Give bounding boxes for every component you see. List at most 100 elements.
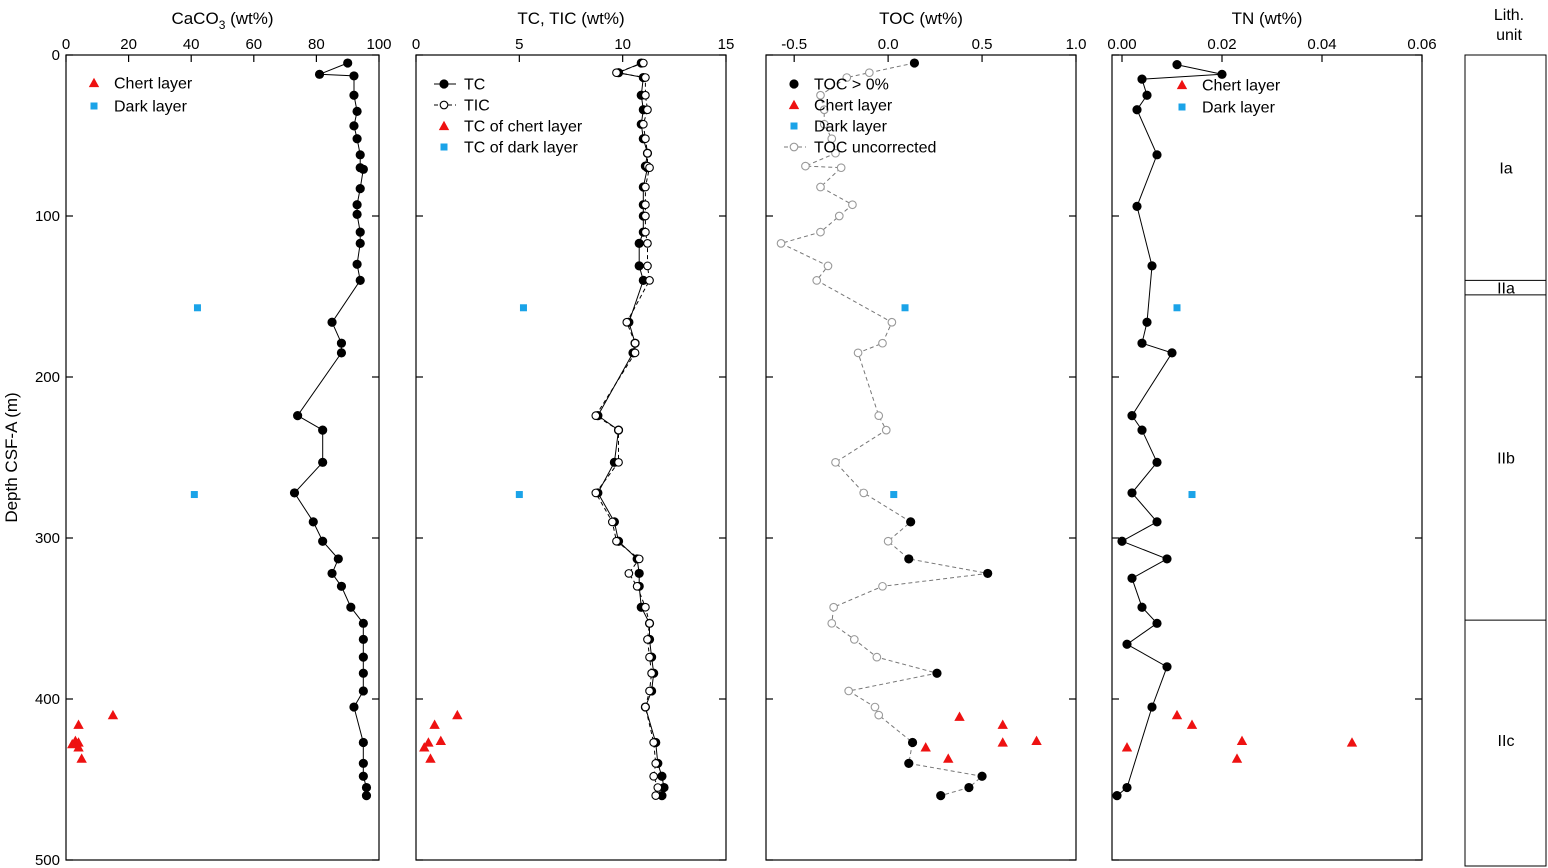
data-point [645, 652, 654, 662]
data-point [336, 338, 347, 348]
panel-caco3: 0 20 40 60 80 100 CaCO3 (wt%) Chert layer Dark l… [62, 9, 392, 861]
legend-label: TC [464, 77, 485, 94]
data-point [591, 411, 601, 420]
series-toc-0- [904, 58, 993, 801]
data-point [612, 68, 621, 78]
data-point [358, 686, 368, 696]
series-tic [591, 58, 663, 800]
data-point [358, 668, 368, 678]
y-tick-label: 200 [35, 369, 60, 386]
x-tick-label: 0 [62, 36, 70, 53]
data-point [435, 735, 446, 746]
data-point [425, 753, 436, 763]
x-tick-label: 100 [366, 36, 391, 53]
x-tick-label: 15 [718, 36, 735, 53]
panel-title: TN (wt%) [1232, 9, 1303, 28]
data-point [842, 73, 852, 82]
data-point [904, 758, 914, 769]
data-point [607, 517, 617, 527]
x-tick-label: 0.06 [1407, 36, 1436, 53]
legend-marker [790, 122, 798, 130]
data-point [641, 211, 650, 221]
data-point [355, 227, 365, 237]
data-point [1137, 602, 1147, 612]
data-point [1152, 618, 1162, 628]
data-point [651, 791, 661, 800]
data-point [829, 602, 838, 612]
data-point [1186, 719, 1198, 729]
data-point [904, 554, 914, 564]
series-tc-of-dark-layer [515, 304, 527, 499]
data-point [1152, 150, 1162, 160]
lith-title: Lith. [1494, 7, 1524, 24]
data-point [1147, 702, 1157, 712]
data-point [361, 790, 372, 801]
data-point [1137, 425, 1147, 435]
data-point [641, 182, 650, 192]
x-tick-label: -0.5 [781, 36, 807, 53]
data-point [630, 338, 640, 348]
data-point [641, 134, 650, 144]
data-point [827, 618, 837, 628]
legend-label: TC of chert layer [464, 119, 583, 136]
data-point [645, 276, 654, 285]
data-point [844, 686, 854, 696]
data-point [308, 517, 318, 527]
x-tick-label: 0.0 [878, 36, 899, 53]
data-point [333, 554, 343, 564]
lith-title: unit [1496, 27, 1522, 44]
y-tick-label: 300 [35, 530, 60, 547]
y-tick-label: 500 [35, 852, 60, 868]
data-point [890, 491, 898, 499]
data-point [1132, 105, 1142, 115]
data-point [887, 317, 897, 327]
data-point [630, 348, 640, 358]
data-point [997, 737, 1008, 747]
data-point [349, 121, 359, 131]
data-point [318, 536, 328, 546]
panel-tn: 0.00 0.02 0.04 0.06 TN (wt%) Chert layer Dark … [1107, 9, 1437, 861]
legend-marker [789, 79, 799, 89]
data-point [1162, 662, 1172, 672]
data-point [643, 239, 652, 248]
data-point [352, 200, 362, 210]
lith-unit-label: IIa [1497, 281, 1515, 298]
data-point [358, 618, 368, 628]
legend-marker [438, 120, 450, 131]
x-tick-label: 20 [120, 36, 137, 53]
data-point [190, 491, 198, 499]
legend-label: TOC > 0% [814, 77, 889, 94]
data-point [624, 569, 634, 578]
data-point [645, 686, 654, 696]
legend-marker [1178, 103, 1186, 111]
x-tick-label: 0.04 [1307, 36, 1336, 53]
data-point [641, 200, 650, 210]
data-point [649, 771, 659, 781]
data-point [318, 457, 328, 467]
data-point [997, 719, 1008, 729]
data-point [801, 161, 810, 171]
data-point [634, 554, 644, 564]
data-point [515, 491, 523, 499]
data-point [849, 635, 859, 644]
data-point [591, 488, 601, 498]
data-point [645, 618, 654, 628]
legend-marker [788, 99, 800, 110]
lith-column: Lith. unit Ia IIa IIb IIc [1464, 7, 1547, 867]
data-point [355, 275, 365, 285]
data-point [816, 90, 825, 100]
plot-frame [1111, 54, 1423, 861]
data-point [864, 68, 874, 78]
data-point [355, 184, 365, 194]
data-point [1152, 457, 1162, 467]
data-point [831, 457, 840, 467]
panel-title: TOC (wt%) [879, 9, 963, 28]
x-tick-label: 10 [614, 36, 631, 53]
series-toc-uncorrected [776, 58, 993, 800]
series-tc [593, 58, 669, 801]
series-dark-layer [190, 304, 201, 499]
data-point [343, 58, 353, 68]
legend-marker [440, 143, 448, 151]
data-point [1172, 60, 1182, 70]
